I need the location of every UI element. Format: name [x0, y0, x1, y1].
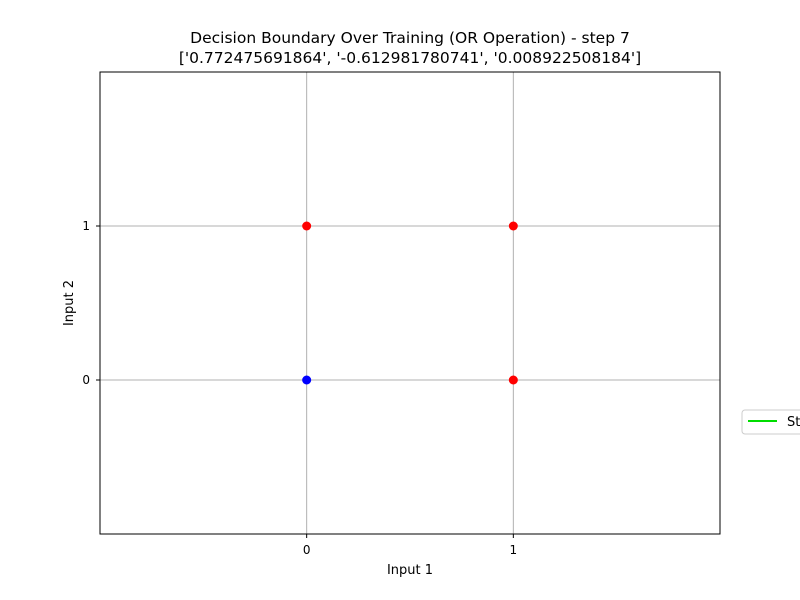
data-point — [302, 221, 312, 231]
legend: St — [741, 409, 800, 435]
grid — [100, 72, 720, 534]
plot-area — [99, 71, 721, 535]
x-tick-label: 1 — [510, 543, 518, 557]
chart-title: Decision Boundary Over Training (OR Oper… — [190, 29, 630, 47]
chart-subtitle: ['0.772475691864', '-0.612981780741', '0… — [179, 49, 641, 67]
y-tick-label: 1 — [82, 219, 90, 233]
data-points — [302, 221, 518, 385]
x-axis-label: Input 1 — [387, 563, 433, 578]
axis-ticks: 0 1 0 1 — [82, 219, 517, 557]
y-tick-label: 0 — [82, 373, 90, 387]
x-tick-label: 0 — [303, 543, 311, 557]
data-point — [302, 375, 312, 385]
data-point — [508, 221, 518, 231]
data-point — [508, 375, 518, 385]
legend-label: St — [787, 415, 800, 430]
y-axis-label: Input 2 — [62, 280, 77, 326]
